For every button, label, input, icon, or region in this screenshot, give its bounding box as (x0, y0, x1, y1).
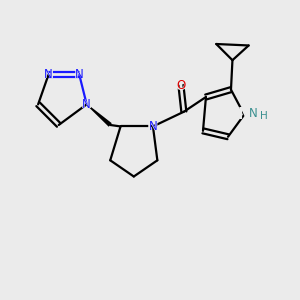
Polygon shape (86, 104, 112, 127)
Text: N: N (147, 119, 159, 134)
Text: H: H (260, 111, 268, 121)
Text: N: N (148, 120, 157, 133)
Text: O: O (176, 79, 185, 92)
Text: N: N (75, 68, 84, 81)
Text: N: N (43, 68, 54, 81)
Text: N: N (81, 98, 92, 111)
Text: N: N (44, 68, 53, 81)
Text: O: O (175, 78, 187, 93)
Text: N: N (238, 107, 250, 122)
Text: N: N (74, 68, 85, 81)
Text: N: N (249, 107, 257, 120)
Text: N: N (82, 98, 91, 111)
